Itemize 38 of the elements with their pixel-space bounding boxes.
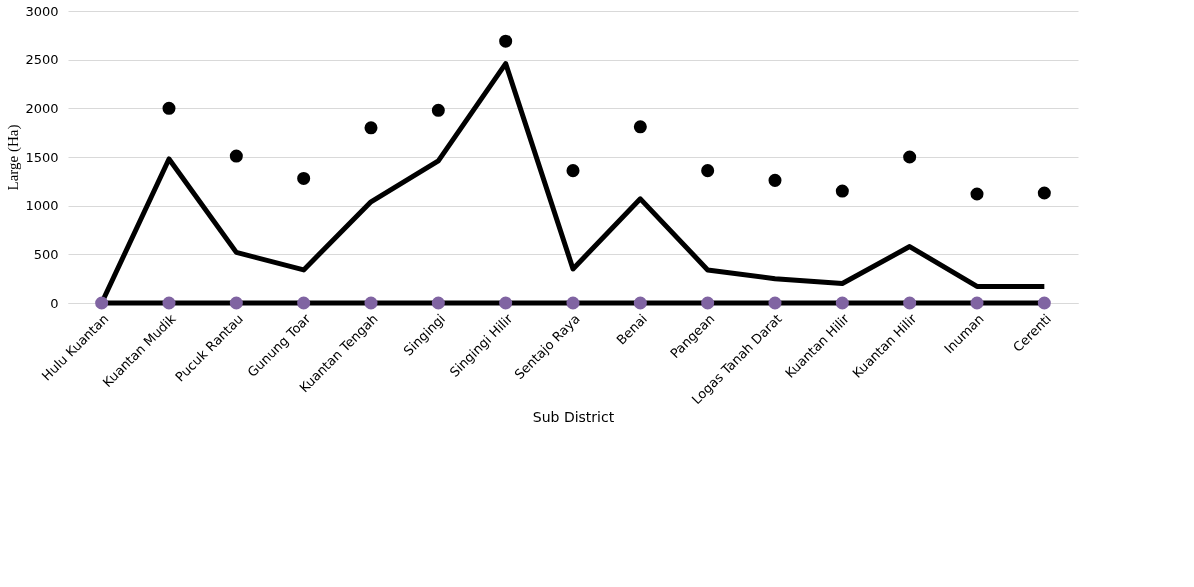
- point: [970, 187, 984, 201]
- point: [566, 296, 580, 310]
- point: [162, 296, 176, 310]
- point: [835, 296, 849, 310]
- y-tick-label: 2500: [25, 52, 59, 68]
- point: [431, 103, 445, 117]
- point: [768, 173, 782, 187]
- x-axis-title: Sub District: [532, 409, 615, 426]
- point: [768, 296, 782, 310]
- y-tick-label: 3000: [25, 3, 59, 19]
- point: [701, 164, 715, 178]
- point: [364, 121, 378, 135]
- y-tick-label: 1500: [25, 149, 59, 165]
- y-tick-label: 500: [33, 246, 59, 262]
- point: [95, 296, 109, 310]
- y-axis-title: Large (Ha): [5, 124, 23, 191]
- point: [903, 296, 917, 310]
- point: [835, 184, 849, 198]
- point: [297, 296, 311, 310]
- point: [162, 101, 176, 115]
- point: [499, 296, 513, 310]
- point: [1037, 186, 1051, 200]
- point: [903, 150, 917, 164]
- y-tick-label: 2000: [25, 100, 59, 116]
- point: [701, 296, 715, 310]
- point: [229, 149, 243, 163]
- y-tick-label: 0: [50, 295, 59, 311]
- point: [633, 120, 647, 134]
- y-tick-label: 1000: [25, 198, 59, 214]
- point: [431, 296, 445, 310]
- point: [364, 296, 378, 310]
- point: [566, 164, 580, 178]
- point: [1037, 296, 1051, 310]
- point: [970, 296, 984, 310]
- point: [297, 171, 311, 185]
- point: [229, 296, 243, 310]
- point: [499, 34, 513, 48]
- point: [633, 296, 647, 310]
